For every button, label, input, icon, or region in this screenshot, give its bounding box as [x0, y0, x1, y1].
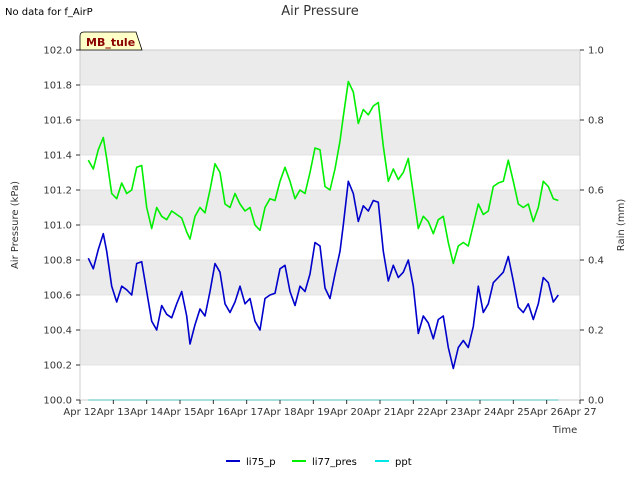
x-tick-label: Apr 18: [263, 407, 296, 418]
y2-tick-label: 0.0: [588, 396, 604, 407]
x-tick-label: Apr 27: [563, 407, 596, 418]
x-tick-label: Apr 25: [497, 407, 530, 418]
y-tick-label: 100.2: [43, 361, 72, 372]
y2-tick-label: 0.6: [588, 186, 604, 197]
x-tick-label: Apr 20: [330, 407, 363, 418]
x-tick-label: Apr 17: [230, 407, 263, 418]
site-badge: MB_tule: [79, 31, 143, 51]
y-tick-label: 101.4: [43, 151, 72, 162]
no-data-note: No data for f_AirP: [5, 7, 93, 18]
y2-tick-label: 0.8: [588, 116, 604, 127]
y-tick-label: 101.6: [43, 116, 72, 127]
x-tick-label: Apr 26: [530, 407, 563, 418]
y-tick-label: 100.6: [43, 291, 72, 302]
y-tick-label: 101.2: [43, 186, 72, 197]
x-tick-label: Apr 24: [463, 407, 496, 418]
y-axis-label: Air Pressure (kPa): [10, 181, 21, 269]
background-band: [80, 330, 580, 365]
x-tick-label: Apr 19: [297, 407, 330, 418]
legend-label-ppt: ppt: [395, 457, 412, 468]
background-band: [80, 260, 580, 295]
background-band: [80, 190, 580, 225]
y-axis-right: 0.0 0.2 0.4 0.6 0.8 1.0: [580, 46, 604, 407]
y2-tick-label: 0.2: [588, 326, 604, 337]
series-line-li77-pres: [87, 80, 559, 265]
y2-axis-label: Rain (mm): [616, 199, 627, 252]
series-line-li75-p: [87, 180, 559, 370]
y-tick-label: 100.8: [43, 256, 72, 267]
y-tick-label: 100.0: [43, 396, 72, 407]
x-tick-label: Apr 14: [130, 407, 163, 418]
legend-label-li77-pres: li77_pres: [312, 457, 357, 468]
y-axis-left: 100.0 100.2 100.4 100.6 100.8 101.0 101.2 101.4…: [43, 46, 80, 407]
y-tick-label: 100.4: [43, 326, 72, 337]
x-tick-label: Apr 12: [63, 407, 96, 418]
legend: li75_p li77_pres ppt: [226, 457, 412, 468]
x-axis: Apr 12 Apr 13 Apr 14 Apr 15 Apr 16 Apr 17 Apr …: [63, 400, 597, 418]
y2-tick-label: 1.0: [588, 46, 604, 57]
x-tick-label: Apr 21: [363, 407, 396, 418]
site-badge-label: MB_tule: [86, 36, 135, 49]
site-badge-box: [79, 31, 143, 51]
y-tick-label: 101.8: [43, 81, 72, 92]
chart-title: Air Pressure: [281, 4, 359, 19]
x-tick-label: Apr 16: [197, 407, 230, 418]
x-tick-label: Apr 22: [397, 407, 430, 418]
background-band: [80, 120, 580, 155]
background-bands: [80, 50, 580, 365]
background-band: [80, 50, 580, 85]
x-tick-label: Apr 13: [97, 407, 130, 418]
x-tick-label: Apr 15: [163, 407, 196, 418]
x-axis-label: Time: [552, 425, 577, 436]
y2-tick-label: 0.4: [588, 256, 604, 267]
y-tick-label: 102.0: [43, 46, 72, 57]
x-tick-label: Apr 23: [430, 407, 463, 418]
legend-label-li75-p: li75_p: [246, 457, 276, 468]
y-tick-label: 101.0: [43, 221, 72, 232]
